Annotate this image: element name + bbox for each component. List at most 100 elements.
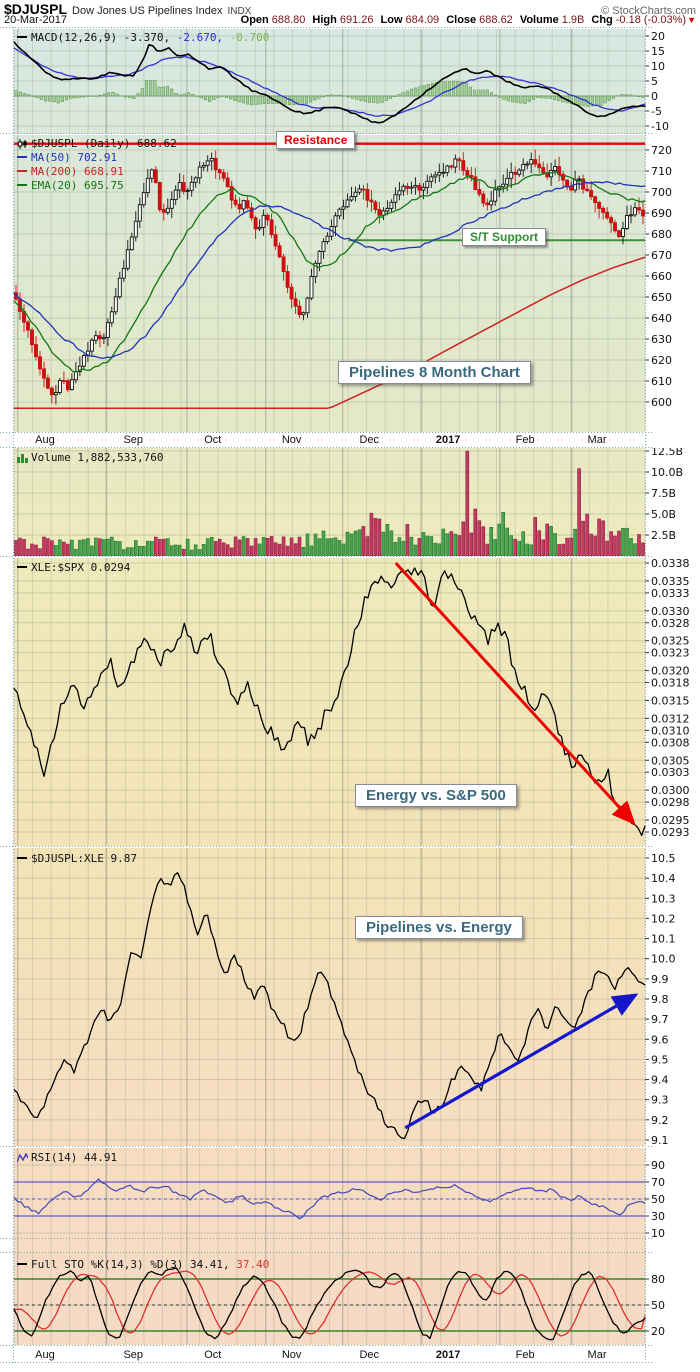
svg-text:0.0330: 0.0330 (651, 605, 690, 618)
svg-text:90: 90 (651, 1159, 665, 1172)
svg-text:0.0308: 0.0308 (651, 736, 690, 749)
spacer-band (13, 1238, 646, 1253)
ema20-swatch (17, 184, 27, 186)
sto-line-swatch (17, 1263, 27, 1265)
svg-text:640: 640 (651, 312, 672, 325)
chart-header: $DJUSPL Dow Jones US Pipelines Index IND… (0, 0, 700, 26)
svg-text:0.0318: 0.0318 (651, 677, 690, 690)
svg-text:80: 80 (651, 1273, 665, 1286)
svg-text:9.7: 9.7 (651, 1013, 669, 1026)
high-field: High 691.26 (312, 14, 374, 26)
stockcharts-credit-link[interactable]: © StockCharts.com (601, 5, 696, 17)
svg-text:20: 20 (651, 1325, 665, 1338)
svg-text:5.0B: 5.0B (651, 508, 676, 521)
ruler (0, 432, 653, 433)
ma50-legend: MA(50) 702.91 (17, 151, 117, 164)
chg-field: Chg -0.18 (-0.03%)▼ (591, 14, 696, 26)
month-label: Sep (123, 1349, 144, 1361)
svg-text:10.1: 10.1 (651, 933, 676, 946)
month-label: 2017 (435, 1349, 461, 1361)
open-field: Open 688.80 (240, 14, 306, 26)
ruler (0, 27, 653, 28)
ruler (13, 27, 14, 1363)
svg-text:0.0303: 0.0303 (651, 766, 690, 779)
sto-legend: Full STO %K(14,3) %D(3) 34.41, 37.40 (17, 1258, 269, 1271)
ruler (0, 556, 653, 557)
svg-text:-5: -5 (651, 105, 662, 118)
month-label: Oct (204, 1349, 222, 1361)
svg-text:9.9: 9.9 (651, 973, 669, 986)
svg-text:30: 30 (651, 1210, 665, 1223)
month-label: Aug (35, 434, 55, 446)
svg-text:0: 0 (651, 90, 658, 103)
header-row-title: $DJUSPL Dow Jones US Pipelines Index IND… (4, 1, 696, 17)
ma200-legend: MA(200) 668.91 (17, 165, 124, 178)
svg-text:20: 20 (651, 30, 665, 43)
month-label: Feb (515, 1349, 535, 1361)
svg-text:630: 630 (651, 333, 672, 346)
rsi-legend: RSI(14) 44.91 (17, 1151, 117, 1164)
panel-background (14, 848, 645, 1146)
ruler (645, 27, 646, 1363)
svg-text:9.8: 9.8 (651, 993, 669, 1006)
sto-panel: 80 50 20 (13, 1253, 665, 1345)
month-label: Oct (204, 434, 222, 446)
month-axis-top: Aug Sep Oct Nov Dec 2017 Feb Mar (0, 434, 700, 448)
st-support-label: S/T Support (462, 228, 546, 246)
svg-text:70: 70 (651, 1176, 665, 1189)
svg-text:9.2: 9.2 (651, 1114, 669, 1127)
svg-text:0.0312: 0.0312 (651, 712, 690, 725)
month-label: 2017 (435, 434, 461, 446)
svg-text:9.5: 9.5 (651, 1053, 669, 1066)
svg-text:9.4: 9.4 (651, 1074, 669, 1087)
ruler (0, 1345, 653, 1346)
macd-line-swatch (17, 36, 27, 38)
svg-text:10.0: 10.0 (651, 953, 676, 966)
svg-text:0.0325: 0.0325 (651, 635, 690, 648)
svg-text:50: 50 (651, 1299, 665, 1312)
svg-text:10.4: 10.4 (651, 872, 676, 885)
svg-text:10.3: 10.3 (651, 892, 676, 905)
djuspl-xle-panel: 10.5 10.4 10.3 10.2 10.1 10.0 9.9 9.8 9.7 9.6 9.5 9… (13, 848, 676, 1146)
low-field: Low 684.09 (380, 14, 440, 26)
panel-background (14, 1148, 645, 1238)
svg-text:0.0305: 0.0305 (651, 754, 690, 767)
svg-text:0.0310: 0.0310 (651, 724, 690, 737)
svg-text:650: 650 (651, 291, 672, 304)
svg-text:9.3: 9.3 (651, 1094, 669, 1107)
ruler (0, 1146, 653, 1147)
volume-bars-icon (17, 454, 28, 463)
svg-text:15: 15 (651, 45, 665, 58)
svg-text:50: 50 (651, 1193, 665, 1206)
ruler (0, 846, 653, 847)
svg-text:0.0295: 0.0295 (651, 814, 690, 827)
svg-text:0.0335: 0.0335 (651, 575, 690, 588)
svg-text:7.5B: 7.5B (651, 487, 676, 500)
macd-panel: 20 15 10 5 0 -5 -10 (13, 29, 669, 134)
month-label: Mar (587, 434, 607, 446)
chg-down-triangle-icon: ▼ (687, 15, 696, 25)
ruler (0, 1362, 653, 1363)
price-note-label: Pipelines 8 Month Chart (338, 361, 531, 384)
svg-text:0.0315: 0.0315 (651, 694, 690, 707)
svg-text:620: 620 (651, 354, 672, 367)
svg-text:610: 610 (651, 375, 672, 388)
svg-text:0.0323: 0.0323 (651, 647, 690, 660)
month-label: Aug (35, 1349, 55, 1361)
svg-text:10: 10 (651, 60, 665, 73)
volume-legend: Volume 1,882,533,760 (17, 451, 163, 464)
resistance-label: Resistance (276, 131, 356, 149)
volume-panel: 12.5B 10.0B 7.5B 5.0B 2.5B (13, 448, 683, 556)
quote-fields: Open 688.80 High 691.26 Low 684.09 Close 688… (241, 14, 696, 26)
energy-note-label: Energy vs. S&P 500 (355, 784, 517, 807)
ruler (0, 1252, 653, 1253)
xle-line-swatch (17, 566, 27, 568)
svg-text:0.0298: 0.0298 (651, 796, 690, 809)
svg-text:0.0300: 0.0300 (651, 784, 690, 797)
month-label: Dec (359, 434, 380, 446)
macd-legend: MACD(12,26,9) -3.370, -2.670, -0.700 (17, 31, 269, 44)
volume-field: Volume 1.9B (519, 14, 585, 26)
svg-text:2.5B: 2.5B (651, 529, 676, 542)
svg-text:690: 690 (651, 207, 672, 220)
